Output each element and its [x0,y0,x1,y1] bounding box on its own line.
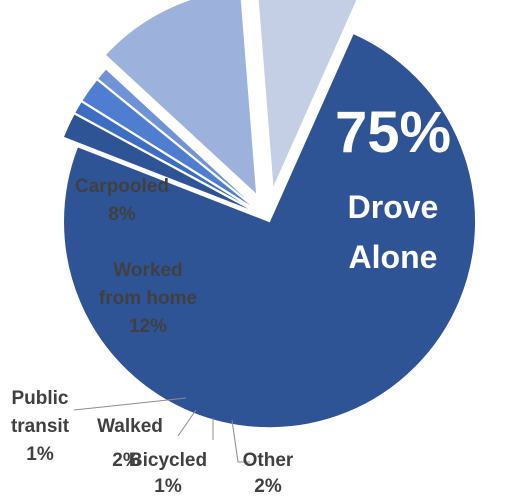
slice-percent-bicycled: 1% [154,476,182,496]
pie-slice-carpooled [257,0,358,189]
pie-slice-public-transit [96,68,258,210]
slice-percent-carpooled: 8% [108,204,136,225]
slice-name-drove-alone: Drove [348,189,439,225]
slice-percent-worked-from-home: 12% [129,316,167,337]
slice-name-worked-from-home: Worked [113,260,182,281]
slice-name-walked: Walked [97,416,163,437]
slice-label-bicycled: Bicycled 1% [129,450,207,496]
leader-line-walked [177,409,197,437]
slice-label-drove-alone: 75% Drove Alone [335,100,451,275]
pie-slice-drove-alone [63,32,477,429]
slice-name-bicycled: Bicycled [129,450,207,471]
slice-label-walked: Walked [97,416,163,437]
slice-label-worked-from-home: Worked from home 12% [99,260,197,337]
slice-label-public-transit: Public transit 1% [11,388,70,465]
slice-label-carpooled: Carpooled 8% [75,176,169,225]
pie-slice-other [62,113,256,213]
pie-slice-bicycled [74,101,257,212]
leader-line-public-transit [73,397,187,411]
slice-percent-public-transit: 1% [26,444,54,465]
slice-name-public-transit: transit [11,416,70,437]
slice-percent-drove-alone: 75% [335,100,451,165]
slice-name-public-transit: Public [11,388,68,409]
slice-name-worked-from-home: from home [99,288,197,309]
slice-label-other: Other 2% [243,450,294,496]
slice-percent-other: 2% [254,476,282,496]
slice-name-drove-alone: Alone [349,239,438,275]
pie-slice-worked-from-home [104,0,258,196]
slice-name-carpooled: Carpooled [75,176,169,197]
leader-line-other [231,419,250,463]
slice-percent-walked: 2% [112,450,140,471]
pie-slice-walked [81,79,257,211]
slice-name-other: Other [243,450,294,471]
